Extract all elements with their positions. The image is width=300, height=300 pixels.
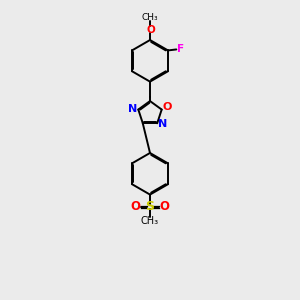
Text: O: O: [130, 200, 140, 213]
Text: CH₃: CH₃: [142, 13, 158, 22]
Text: N: N: [158, 119, 167, 129]
Text: CH₃: CH₃: [141, 216, 159, 226]
Text: N: N: [128, 103, 138, 114]
Text: O: O: [160, 200, 170, 213]
Text: F: F: [177, 44, 184, 54]
Text: O: O: [163, 102, 172, 112]
Text: S: S: [146, 200, 154, 213]
Text: O: O: [146, 25, 155, 35]
